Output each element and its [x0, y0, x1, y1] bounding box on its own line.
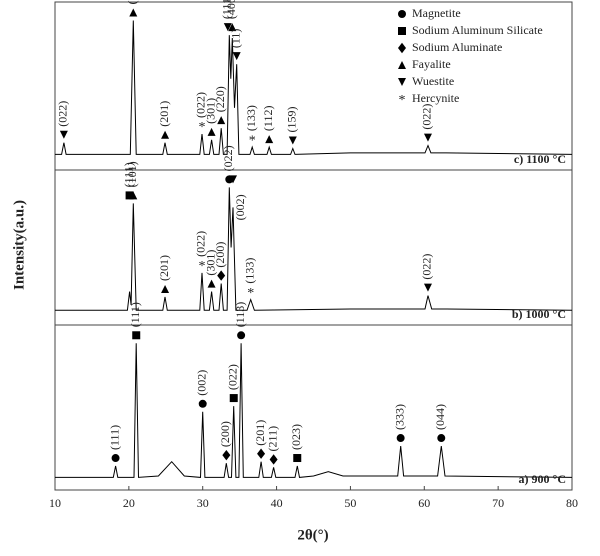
x-tick-label: 40 — [271, 496, 283, 510]
marker-triangle-down — [228, 175, 237, 184]
peak-label: (133) — [244, 105, 258, 131]
peak-label: (022) — [420, 104, 434, 130]
peak-label: (111) — [128, 302, 142, 327]
x-axis-label: 2θ(°) — [297, 527, 328, 543]
y-axis-label: Intensity(a.u.) — [11, 200, 27, 290]
marker-triangle-up — [398, 61, 406, 69]
legend-label: Hercynite — [412, 91, 459, 105]
marker-triangle-down — [288, 136, 297, 145]
peak-label: (002) — [233, 194, 247, 220]
marker-triangle-up — [129, 191, 138, 200]
peak-label: (022) — [194, 92, 208, 118]
peak-label: (112) — [261, 106, 275, 132]
x-tick-label: 10 — [49, 496, 61, 510]
x-tick-label: 80 — [566, 496, 578, 510]
marker-triangle-down — [423, 283, 432, 292]
marker-diamond — [398, 42, 406, 54]
marker-circle — [437, 434, 446, 443]
peak-label: (201) — [157, 101, 171, 127]
x-tick-label: 20 — [123, 496, 135, 510]
peak-label: (022) — [221, 145, 235, 171]
marker-circle — [198, 399, 207, 408]
peak-label: (002) — [194, 370, 208, 396]
marker-star: * — [198, 120, 205, 135]
marker-star: * — [249, 133, 256, 148]
peak-label: (301) — [203, 250, 217, 276]
x-tick-label: 50 — [344, 496, 356, 510]
peak-label: (101) — [125, 0, 139, 5]
marker-triangle-down — [223, 23, 232, 32]
peak-label: (400) — [224, 0, 238, 19]
marker-triangle-up — [207, 127, 216, 136]
xrd-pattern — [55, 343, 573, 478]
legend-label: Fayalite — [412, 57, 451, 71]
marker-square — [398, 27, 406, 35]
marker-star: * — [399, 93, 406, 108]
x-tick-label: 60 — [418, 496, 430, 510]
legend-label: Wuestite — [412, 74, 454, 88]
peak-label: (201) — [253, 420, 267, 446]
peak-label: (111) — [107, 425, 121, 450]
marker-diamond — [222, 449, 231, 461]
marker-star: * — [247, 286, 254, 301]
marker-triangle-up — [228, 23, 237, 32]
panel-label: c) 1100 °C — [514, 152, 566, 166]
marker-diamond — [257, 448, 266, 459]
marker-triangle-down — [232, 52, 241, 61]
marker-triangle-down — [423, 133, 432, 142]
peak-label: (301) — [203, 98, 217, 124]
peak-label: (200) — [218, 421, 232, 447]
marker-diamond — [217, 270, 226, 281]
peak-label: (101) — [125, 161, 139, 187]
xrd-pattern — [55, 20, 573, 155]
marker-triangle-up — [161, 284, 170, 293]
peak-label: (201) — [157, 255, 171, 281]
marker-triangle-up — [129, 8, 138, 17]
marker-triangle-up — [161, 130, 170, 139]
marker-circle — [111, 454, 120, 463]
peak-label: (022) — [56, 101, 70, 127]
peak-label: (022) — [420, 254, 434, 280]
marker-triangle-up — [207, 279, 216, 288]
marker-diamond — [269, 454, 278, 465]
panel-label: a) 900 °C — [519, 472, 566, 486]
marker-triangle-down — [398, 78, 406, 86]
legend-label: Sodium Aluminum Silicate — [412, 23, 543, 37]
marker-square — [125, 191, 134, 200]
peak-label: (211) — [265, 426, 279, 452]
peak-label: (022) — [194, 231, 208, 257]
marker-star: * — [198, 259, 205, 274]
peak-label: (113) — [233, 302, 247, 328]
marker-square — [229, 394, 238, 403]
xrd-pattern — [55, 187, 573, 311]
peak-label: (11) — [228, 29, 242, 49]
peak-label: (044) — [433, 404, 447, 430]
marker-square — [132, 331, 141, 340]
marker-circle — [396, 434, 405, 443]
marker-triangle-up — [265, 135, 274, 144]
marker-circle — [237, 331, 246, 340]
x-tick-label: 70 — [492, 496, 504, 510]
marker-triangle-up — [217, 116, 226, 125]
peak-label: (023) — [289, 424, 303, 450]
peak-label: (022) — [225, 364, 239, 390]
legend-label: Sodium Aluminate — [412, 40, 502, 54]
marker-triangle-down — [59, 130, 68, 139]
panel-frame — [54, 324, 573, 491]
peak-label: (333) — [392, 404, 406, 430]
peak-label: (133) — [242, 258, 256, 284]
peak-label: (111) — [121, 162, 135, 187]
peak-label: (111) — [220, 0, 234, 19]
peak-label: (200) — [213, 242, 227, 268]
peak-label: (159) — [285, 107, 299, 133]
marker-circle — [398, 10, 406, 18]
peak-label: (220) — [213, 86, 227, 112]
legend-label: Magnetite — [412, 6, 461, 20]
panel-label: b) 1000 °C — [512, 307, 566, 321]
x-tick-label: 30 — [197, 496, 209, 510]
marker-square — [293, 454, 302, 463]
